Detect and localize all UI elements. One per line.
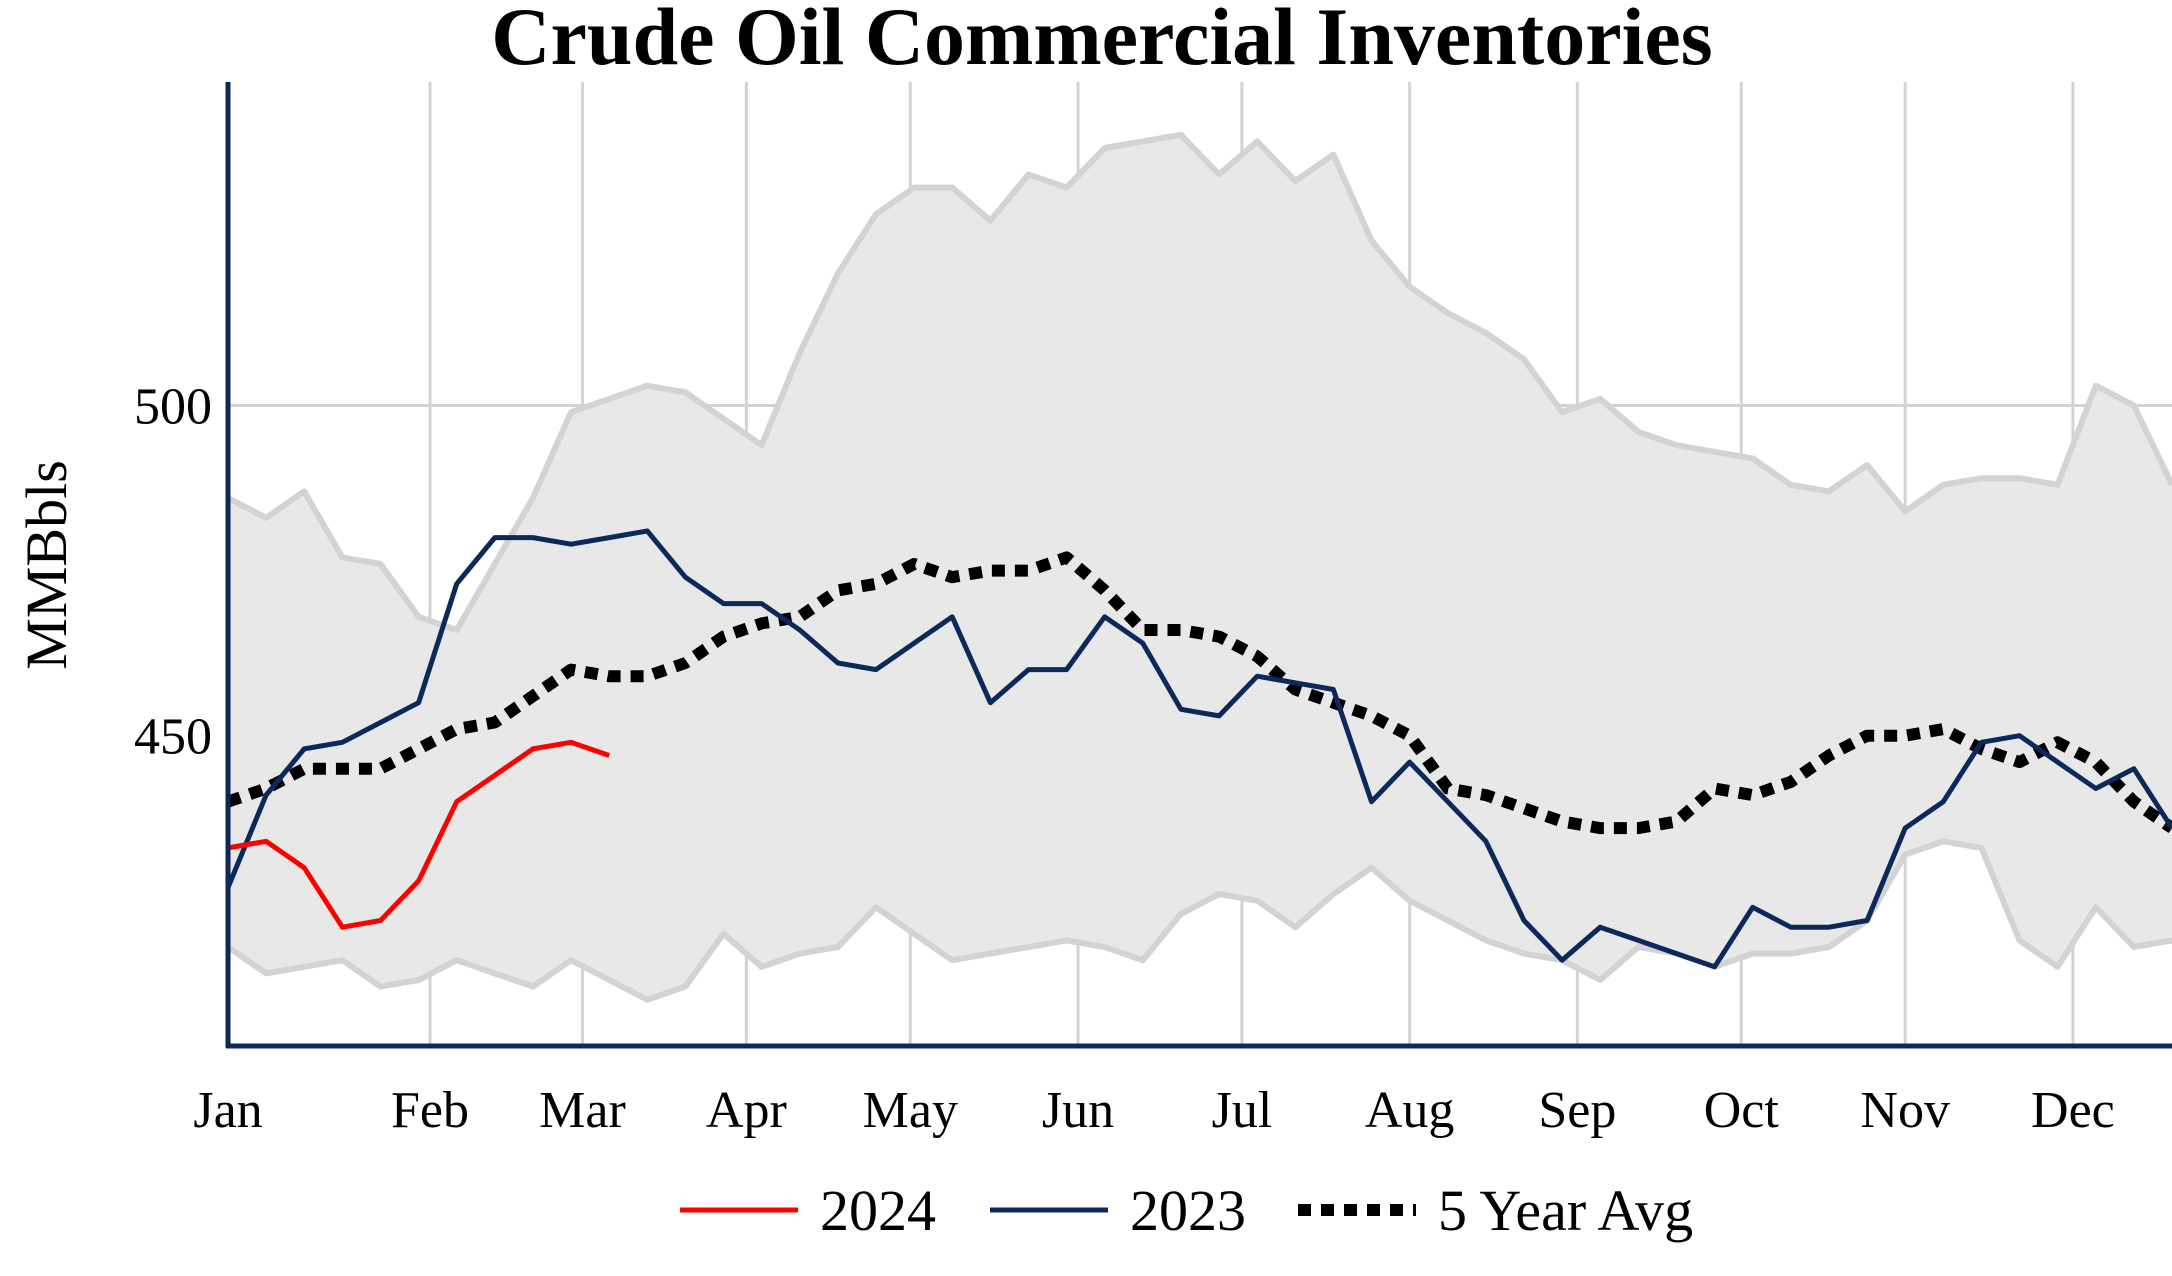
x-tick-label: Aug	[1365, 1082, 1455, 1139]
range-lower-line	[226, 838, 2172, 1003]
chart-title: Crude Oil Commercial Inventories	[491, 0, 1712, 82]
legend: 2024 2023 5 Year Avg	[680, 1178, 1693, 1243]
x-tick-label: Jan	[193, 1082, 262, 1139]
range-band-fill	[228, 134, 2172, 1000]
x-tick-label: Nov	[1860, 1082, 1950, 1139]
x-tick-label: Jul	[1212, 1082, 1273, 1139]
y-tick-label: 450	[134, 709, 212, 766]
series-line-2023	[225, 528, 2172, 970]
series-line-5-year-avg	[226, 551, 2172, 835]
x-tick-label: Apr	[706, 1082, 787, 1139]
range-upper-line	[226, 131, 2172, 633]
legend-label: 2023	[1130, 1178, 1246, 1243]
legend-label: 2024	[820, 1178, 936, 1243]
y-axis-label: MMBbls	[14, 460, 79, 670]
x-tick-label: Oct	[1704, 1082, 1780, 1139]
x-tick-label: Jun	[1042, 1082, 1114, 1139]
x-tick-label: Mar	[539, 1082, 626, 1139]
axes	[225, 82, 2172, 1049]
series-lines	[225, 528, 2172, 970]
x-tick-label: Sep	[1538, 1082, 1616, 1139]
x-tick-label: Feb	[391, 1082, 469, 1139]
x-tick-label: May	[863, 1082, 958, 1139]
series-line-2024	[227, 739, 611, 930]
x-tick-label: Dec	[2031, 1082, 2115, 1139]
y-tick-labels: 450 500	[134, 379, 212, 766]
legend-label: 5 Year Avg	[1438, 1178, 1693, 1243]
y-tick-label: 500	[134, 379, 212, 436]
range-band	[226, 131, 2172, 1003]
x-tick-labels: Jan Feb Mar Apr May Jun Jul Aug Sep Oct Nov Dec	[193, 1082, 2114, 1139]
